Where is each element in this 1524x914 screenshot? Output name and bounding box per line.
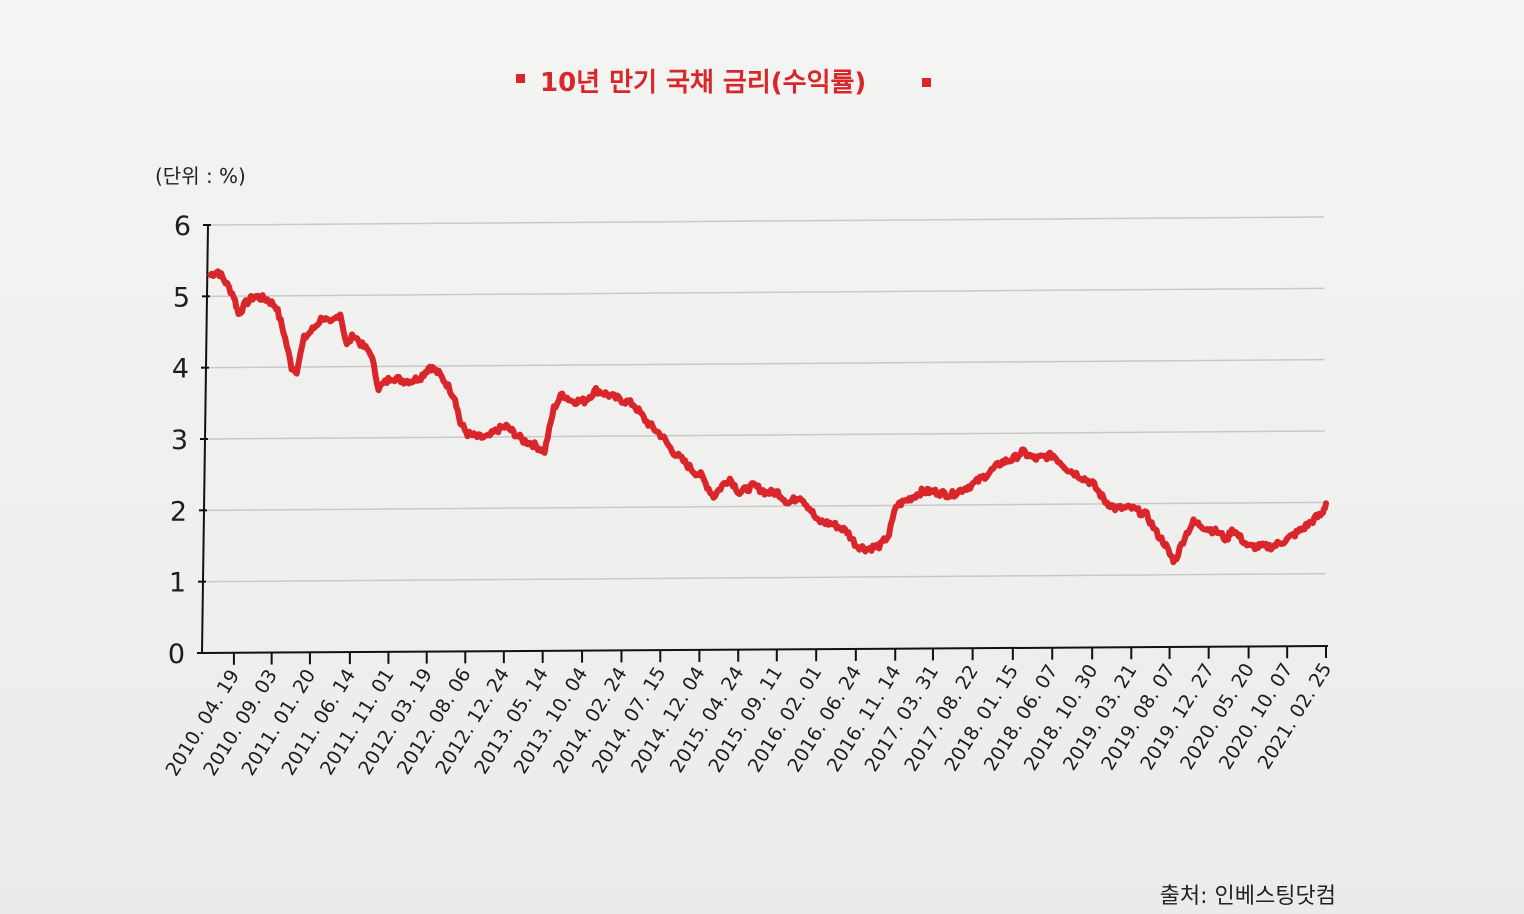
x-axis-line (201, 645, 1329, 654)
gridlines (205, 216, 1326, 583)
y-tick-label: 1 (169, 568, 186, 599)
y-tick-label: 3 (171, 425, 188, 456)
gridline (205, 572, 1326, 583)
unit-label: (단위 : %) (155, 164, 246, 188)
y-tick-label: 0 (168, 639, 185, 670)
chart-title: 10년 만기 국채 금리(수익률) (540, 68, 866, 98)
gridline (207, 430, 1326, 440)
y-tick-label: 4 (172, 354, 189, 385)
y-axis-line (201, 224, 209, 654)
title-left-marker (516, 74, 525, 83)
gridline (206, 501, 1326, 512)
chart-title-group: 10년 만기 국채 금리(수익률) (516, 68, 931, 98)
series-layer (207, 268, 1329, 566)
gridline (208, 358, 1325, 369)
y-tick-label: 6 (174, 211, 191, 242)
y-tick-label: 5 (173, 282, 190, 313)
gridline (210, 216, 1325, 226)
y-axis-ticks: 0 1 2 3 4 5 6 (168, 211, 211, 670)
y-tick-label: 2 (170, 496, 187, 527)
gridline (209, 287, 1325, 298)
title-right-marker (922, 78, 931, 87)
source-note: 출처: 인베스팅닷컴 (1160, 884, 1336, 909)
series-line-yield (207, 268, 1329, 566)
